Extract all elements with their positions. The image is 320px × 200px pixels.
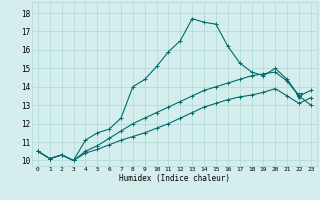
X-axis label: Humidex (Indice chaleur): Humidex (Indice chaleur) [119,174,230,183]
